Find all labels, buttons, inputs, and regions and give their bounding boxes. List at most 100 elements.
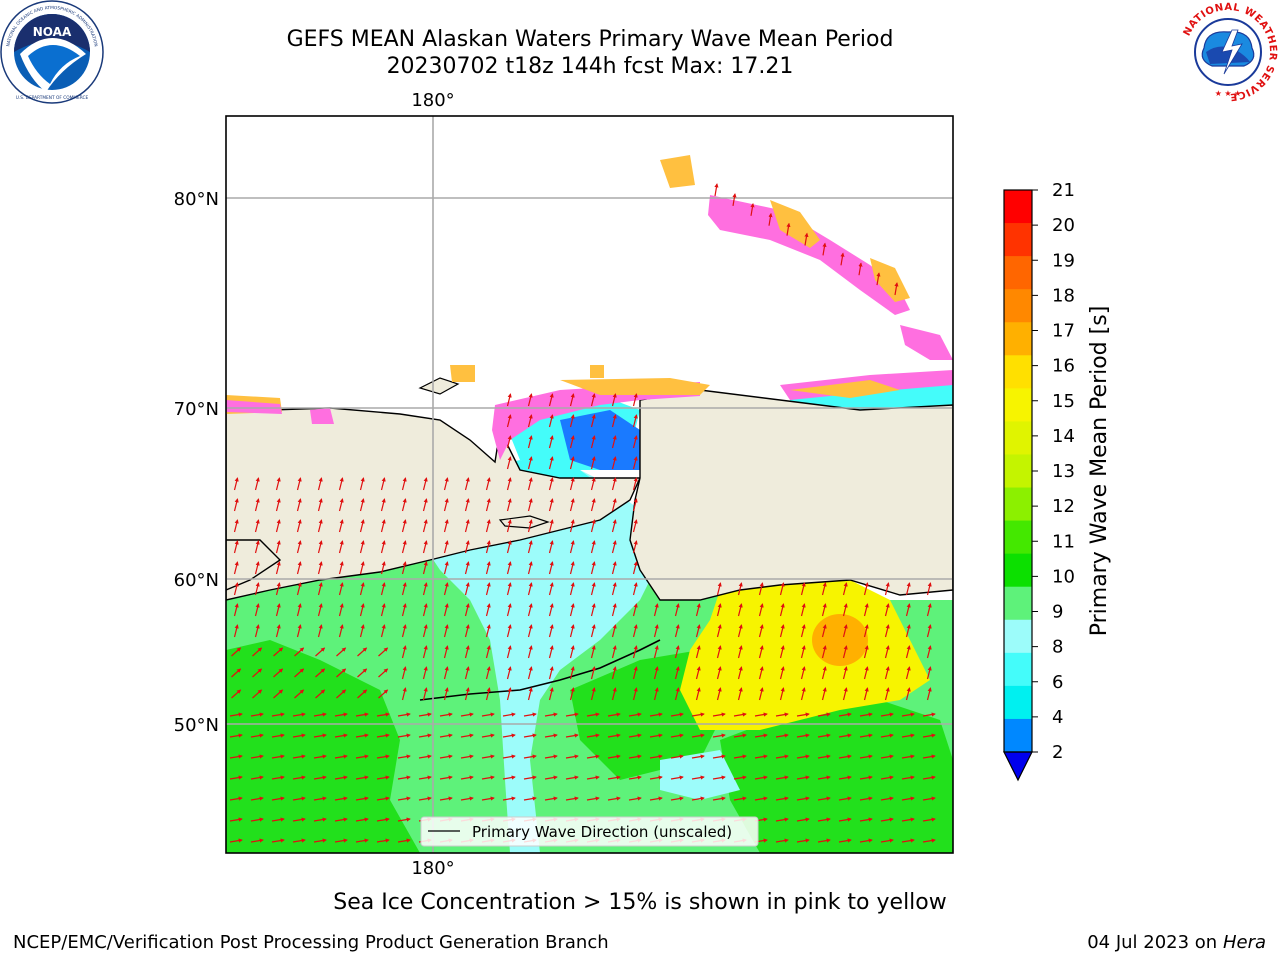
wave-direction-arrow [464,477,470,491]
wave-direction-arrow [569,624,575,638]
wave-direction-arrow [338,519,344,533]
wave-direction-arrow [380,498,386,512]
wave-direction-arrow [315,668,326,678]
wave-direction-arrow [401,540,407,554]
wave-direction-arrow [779,603,785,617]
wave-direction-arrow [443,561,449,575]
wave-direction-arrow [313,754,327,759]
wave-direction-arrow [233,624,239,638]
wave-direction-arrow [313,817,327,822]
colorbar-tick-label: 8 [1052,637,1063,658]
wave-direction-arrow [548,561,554,575]
wave-field-green-dark-east [720,700,953,853]
wave-direction-arrow [229,838,243,843]
wave-direction-arrow [380,603,386,617]
wave-direction-arrow [632,498,638,512]
footer-machine: Hera [1222,932,1266,953]
wave-direction-arrow [336,647,347,657]
wave-direction-arrow [338,561,344,575]
wave-direction-arrow [548,666,554,680]
wave-direction-arrow [880,796,894,801]
colorbar-tick-label: 10 [1052,566,1075,587]
wave-direction-arrow [254,477,260,491]
wave-direction-arrow [628,712,642,717]
wave-direction-arrow [359,519,365,533]
wave-direction-arrow [905,687,911,701]
wave-direction-arrow [548,582,554,596]
wave-direction-arrow [863,582,869,596]
wave-direction-arrow [418,796,432,801]
wave-direction-arrow [775,817,789,822]
wave-direction-arrow [786,222,791,236]
wave-direction-arrow [359,624,365,638]
wave-direction-arrow [590,603,596,617]
wave-direction-arrow [653,666,659,680]
wave-direction-arrow [334,796,348,801]
wave-direction-arrow [922,817,936,822]
wave-direction-arrow [315,647,326,657]
wave-direction-arrow [275,540,281,554]
wave-direction-arrow [817,775,831,780]
wave-direction-arrow [859,712,873,717]
wave-direction-arrow [842,666,848,680]
wave-direction-arrow [569,561,575,575]
colorbar-tick-label: 16 [1052,356,1075,377]
wave-direction-arrow [779,666,785,680]
wave-direction-arrow [527,603,533,617]
wave-direction-arrow [443,540,449,554]
wave-direction-arrow [527,477,533,491]
wave-direction-arrow [355,796,369,801]
wave-direction-arrow [775,712,789,717]
wave-direction-arrow [838,712,852,717]
land-alaska-north [629,389,953,601]
wave-direction-arrow [838,733,852,738]
colorbar-extend-triangle [1003,751,1033,782]
footer-date-text: 04 Jul 2023 on [1087,932,1223,953]
wave-direction-arrow [250,712,264,717]
wave-direction-arrow [460,775,474,780]
wave-direction-arrow [674,687,680,701]
colorbar-tick-label: 13 [1052,461,1075,482]
wave-direction-arrow [922,712,936,717]
wave-direction-arrow [569,519,575,533]
wave-direction-arrow [632,393,638,407]
wave-direction-arrow [252,647,263,657]
wave-direction-arrow [229,775,243,780]
wave-direction-arrow [317,540,323,554]
wave-direction-arrow [712,733,726,738]
wave-direction-arrow [397,838,411,843]
wave-direction-arrow [254,624,260,638]
wave-direction-arrow [611,603,617,617]
wave-direction-arrow [691,712,705,717]
wave-direction-arrow [464,645,470,659]
wave-direction-arrow [271,733,285,738]
wave-direction-arrow [632,687,638,701]
wave-direction-arrow [758,582,764,596]
wave-direction-arrow [313,796,327,801]
wave-direction-arrow [674,645,680,659]
wave-direction-arrow [884,603,890,617]
wave-direction-arrow [732,193,737,206]
wave-direction-arrow [569,393,575,407]
wave-direction-arrow [800,666,806,680]
wave-direction-arrow [422,561,428,575]
colorbar-tick-label: 12 [1052,496,1075,517]
wave-direction-arrow [443,582,449,596]
wave-direction-arrow [418,754,432,759]
wave-direction-arrow [317,561,323,575]
wave-direction-arrow [502,733,516,738]
wave-direction-arrow [926,624,932,638]
wave-direction-arrow [292,817,306,822]
wave-direction-arrow [901,796,915,801]
map-legend-label: Primary Wave Direction (unscaled) [472,823,732,841]
wave-direction-arrow [632,645,638,659]
wave-direction-arrow [611,687,617,701]
wave-direction-arrow [502,712,516,717]
wave-direction-arrow [590,498,596,512]
wave-direction-arrow [653,645,659,659]
wave-direction-arrow [376,754,390,759]
wave-direction-arrow [758,603,764,617]
wave-direction-arrow [506,393,512,407]
wave-direction-arrow [229,712,243,717]
wave-direction-arrow [506,561,512,575]
